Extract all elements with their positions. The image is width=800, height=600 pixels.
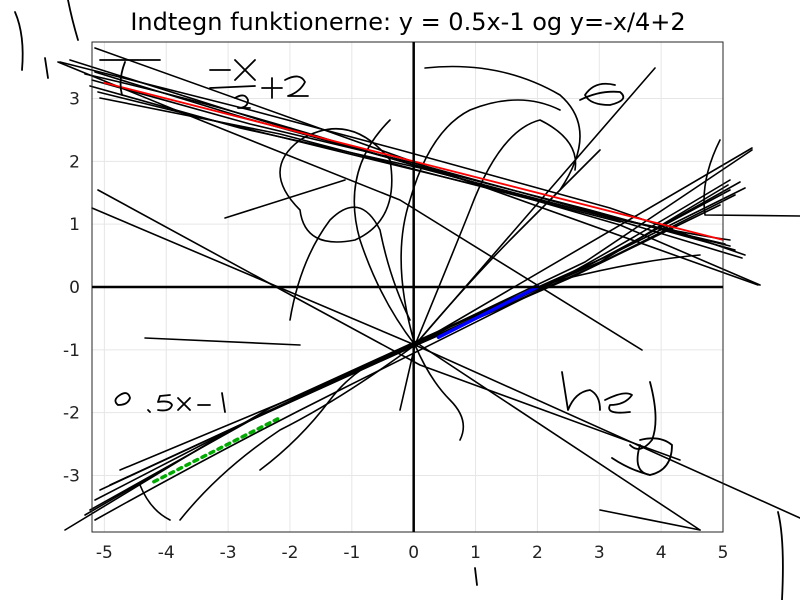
x-tick-label: 5 (718, 543, 729, 563)
x-tick-label: -2 (281, 543, 298, 563)
y-tick-label: 0 (69, 278, 80, 298)
chart-title: Indtegn funktionerne: y = 0.5x-1 og y=-x… (130, 8, 685, 36)
y-tick-label: 3 (69, 90, 80, 110)
handwritten-annotations (14, 0, 784, 600)
series-line-2 (436, 285, 540, 340)
x-tick-label: -1 (343, 543, 360, 563)
y-tick-label: -3 (63, 466, 80, 486)
y-tick-label: 1 (69, 215, 80, 235)
y-tick-label: -1 (63, 341, 80, 361)
x-tick-label: 3 (594, 543, 605, 563)
y-tick-label: 2 (69, 152, 80, 172)
x-tick-label: 0 (408, 543, 419, 563)
x-tick-label: -3 (220, 543, 237, 563)
x-tick-label: -5 (96, 543, 113, 563)
axes (91, 41, 724, 533)
x-tick-label: 4 (656, 543, 667, 563)
x-tick-label: 2 (532, 543, 543, 563)
y-tick-label: -2 (63, 404, 80, 424)
x-tick-label: 1 (470, 543, 481, 563)
tick-labels: -5 -4 -3 -2 -1 0 1 2 3 4 5 -3 -2 -1 0 1 2 3 (63, 90, 728, 563)
x-tick-label: -4 (158, 543, 175, 563)
hand-drawn-strokes (57, 47, 800, 531)
series-line-3 (152, 417, 280, 484)
